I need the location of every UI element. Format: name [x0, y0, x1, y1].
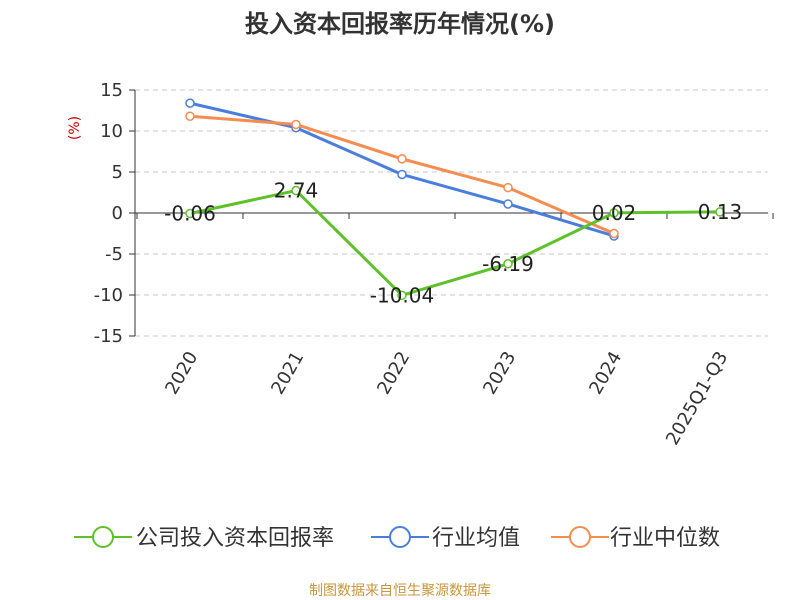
data-point	[185, 111, 195, 121]
data-point	[715, 207, 725, 217]
y-tick-label: 15	[100, 80, 123, 101]
legend-label: 公司投入资本回报率	[136, 526, 334, 551]
legend-marker	[389, 526, 411, 548]
y-tick-label: -10	[94, 285, 123, 306]
x-tick-label: 2024	[585, 348, 626, 398]
data-point	[503, 182, 513, 193]
data-label: 2.74	[274, 179, 319, 203]
data-point	[291, 185, 301, 196]
legend-label: 行业中位数	[610, 526, 720, 551]
data-point	[185, 98, 195, 108]
y-axis-label: (%)	[67, 116, 83, 140]
series-line	[189, 189, 721, 297]
data-label: -10.04	[370, 283, 434, 307]
x-tick-label: 2023	[479, 348, 520, 398]
data-point	[291, 119, 301, 130]
data-point	[609, 228, 619, 239]
series-line	[189, 101, 615, 238]
data-point	[503, 259, 513, 269]
data-point	[397, 154, 407, 164]
y-tick-label: 10	[100, 121, 123, 142]
legend-marker	[569, 526, 591, 548]
data-point	[609, 208, 619, 218]
data-label: 0.13	[698, 200, 743, 224]
x-tick-label: 2022	[373, 348, 414, 398]
data-point	[185, 208, 195, 219]
legend-label: 行业均值	[432, 526, 520, 551]
data-label: -6.19	[482, 252, 534, 276]
y-tick-label: 0	[112, 203, 123, 224]
y-tick-label: -5	[105, 244, 123, 265]
data-point	[503, 199, 513, 209]
y-tick-label: -15	[94, 326, 123, 347]
x-tick-label: 2021	[267, 348, 308, 398]
source-note: 制图数据来自恒生聚源数据库	[309, 583, 491, 599]
x-tick-label: 2020	[161, 348, 202, 398]
legend-marker	[92, 526, 114, 548]
x-tick-label: 2025Q1-Q3	[662, 348, 732, 449]
data-point	[397, 169, 407, 180]
data-point	[397, 290, 407, 301]
y-tick-label: 5	[112, 162, 123, 183]
data-label: 0.02	[592, 201, 637, 225]
chart-title: 投入资本回报率历年情况(%)	[245, 10, 555, 38]
data-label: -0.06	[164, 201, 216, 225]
